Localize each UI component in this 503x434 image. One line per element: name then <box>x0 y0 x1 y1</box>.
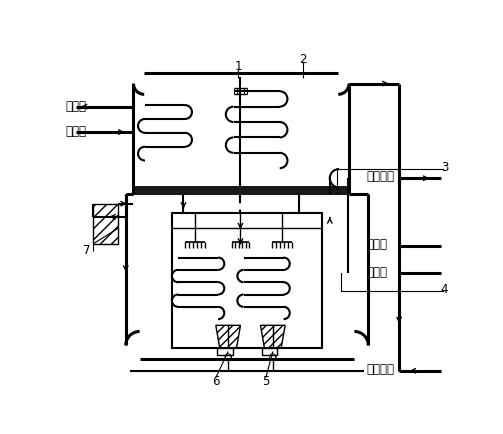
Text: 5: 5 <box>262 375 270 388</box>
Text: 7: 7 <box>83 244 91 257</box>
Text: 6: 6 <box>212 375 220 388</box>
Text: 4: 4 <box>441 282 448 295</box>
Polygon shape <box>216 326 240 348</box>
Text: 冷却水进: 冷却水进 <box>367 362 395 375</box>
Bar <box>133 187 349 196</box>
Text: 1: 1 <box>234 59 242 72</box>
Bar <box>172 214 322 348</box>
Bar <box>262 348 278 355</box>
Polygon shape <box>261 326 285 348</box>
Text: 热水出: 热水出 <box>66 99 87 112</box>
Text: 冷却水出: 冷却水出 <box>367 170 395 183</box>
Text: 2: 2 <box>299 53 307 66</box>
Text: 冷水进: 冷水进 <box>367 265 388 278</box>
Text: 3: 3 <box>441 161 448 174</box>
Bar <box>94 204 118 244</box>
Bar <box>217 348 233 355</box>
Text: 热水进: 热水进 <box>66 125 87 138</box>
Text: 冷水出: 冷水出 <box>367 238 388 250</box>
